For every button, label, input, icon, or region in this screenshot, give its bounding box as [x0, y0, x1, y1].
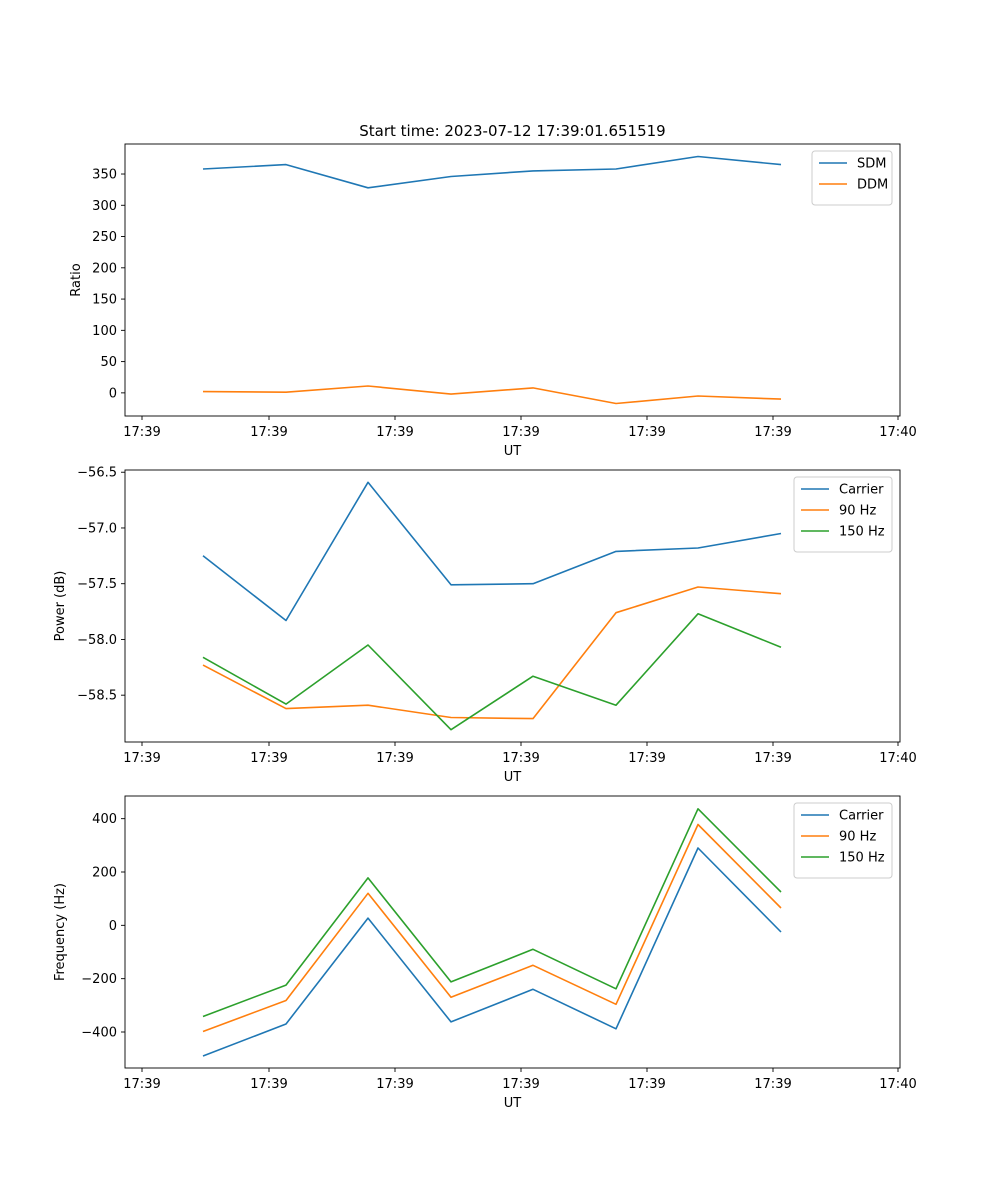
series-line-150-hz	[202, 612, 782, 731]
legend-box	[793, 476, 893, 553]
x-tick-label: 17:40	[879, 1077, 916, 1092]
legend-label: SDM	[857, 157, 886, 172]
chart-title: Start time: 2023-07-12 17:39:01.651519	[359, 122, 665, 140]
plot-frame	[124, 469, 901, 743]
x-tick-label: 17:39	[502, 425, 539, 440]
x-tick-label: 17:39	[376, 425, 413, 440]
x-tick-label: 17:39	[754, 1077, 791, 1092]
series-line-90-hz	[202, 823, 782, 1033]
y-tick-label: 200	[92, 866, 117, 881]
series-line-sdm	[202, 155, 782, 189]
y-axis-label: Power (dB)	[53, 571, 68, 642]
legend-box	[811, 150, 893, 206]
x-axis-label: UT	[504, 1096, 522, 1111]
x-tick-label: 17:39	[502, 1077, 539, 1092]
x-tick-label: 17:39	[376, 751, 413, 766]
chart-1: 17:39 17:39 17:39 17:39 17:39 17:39 17:40 0 50 10…	[69, 122, 917, 459]
x-tick-label: 17:40	[879, 425, 916, 440]
x-tick-label: 17:39	[628, 1077, 665, 1092]
y-axis-label: Ratio	[69, 263, 84, 296]
plot-frame	[124, 143, 901, 417]
x-tick-label: 17:39	[628, 751, 665, 766]
y-tick-label: −56.5	[77, 466, 117, 481]
y-tick-label: −400	[81, 1026, 117, 1041]
y-tick-label: 0	[109, 919, 117, 934]
legend-label: DDM	[857, 178, 888, 193]
y-tick-label: 300	[92, 199, 117, 214]
y-axis-label: Frequency (Hz)	[53, 883, 68, 981]
series-line-90-hz	[202, 586, 782, 720]
legend-box	[793, 802, 893, 879]
chart-3: 17:39 17:39 17:39 17:39 17:39 17:39 17:40 −400 −…	[53, 795, 917, 1111]
x-tick-label: 17:39	[123, 1077, 160, 1092]
legend-label: Carrier	[839, 483, 884, 498]
x-axis-label: UT	[504, 444, 522, 459]
y-tick-label: −58.0	[77, 633, 117, 648]
series-line-ddm	[202, 385, 782, 405]
x-tick-label: 17:39	[123, 425, 160, 440]
y-tick-label: −57.5	[77, 577, 117, 592]
y-tick-label: 200	[92, 261, 117, 276]
y-tick-label: −200	[81, 972, 117, 987]
x-tick-label: 17:39	[250, 425, 287, 440]
series-line-150-hz	[202, 807, 782, 1018]
y-tick-label: 0	[109, 386, 117, 401]
y-tick-label: 350	[92, 168, 117, 183]
legend-label: 90 Hz	[839, 830, 876, 845]
x-tick-label: 17:39	[502, 751, 539, 766]
x-tick-label: 17:39	[250, 751, 287, 766]
x-tick-label: 17:39	[754, 751, 791, 766]
legend-label: 90 Hz	[839, 504, 876, 519]
x-tick-label: 17:39	[123, 751, 160, 766]
x-tick-label: 17:39	[376, 1077, 413, 1092]
x-tick-label: 17:39	[250, 1077, 287, 1092]
y-tick-label: −58.5	[77, 689, 117, 704]
x-axis-label: UT	[504, 770, 522, 785]
y-tick-label: 100	[92, 324, 117, 339]
legend-label: 150 Hz	[839, 851, 885, 866]
chart-2: 17:39 17:39 17:39 17:39 17:39 17:39 17:40 −58.5…	[53, 466, 917, 785]
y-tick-label: 250	[92, 230, 117, 245]
plot-frame	[124, 795, 901, 1069]
x-tick-label: 17:39	[754, 425, 791, 440]
series-line-carrier	[202, 481, 782, 622]
x-tick-label: 17:40	[879, 751, 916, 766]
legend-label: Carrier	[839, 809, 884, 824]
y-tick-label: 400	[92, 812, 117, 827]
y-tick-label: 50	[100, 355, 117, 370]
series-line-carrier	[202, 847, 782, 1057]
y-tick-label: −57.0	[77, 521, 117, 536]
y-tick-label: 150	[92, 293, 117, 308]
x-tick-label: 17:39	[628, 425, 665, 440]
legend-label: 150 Hz	[839, 525, 885, 540]
